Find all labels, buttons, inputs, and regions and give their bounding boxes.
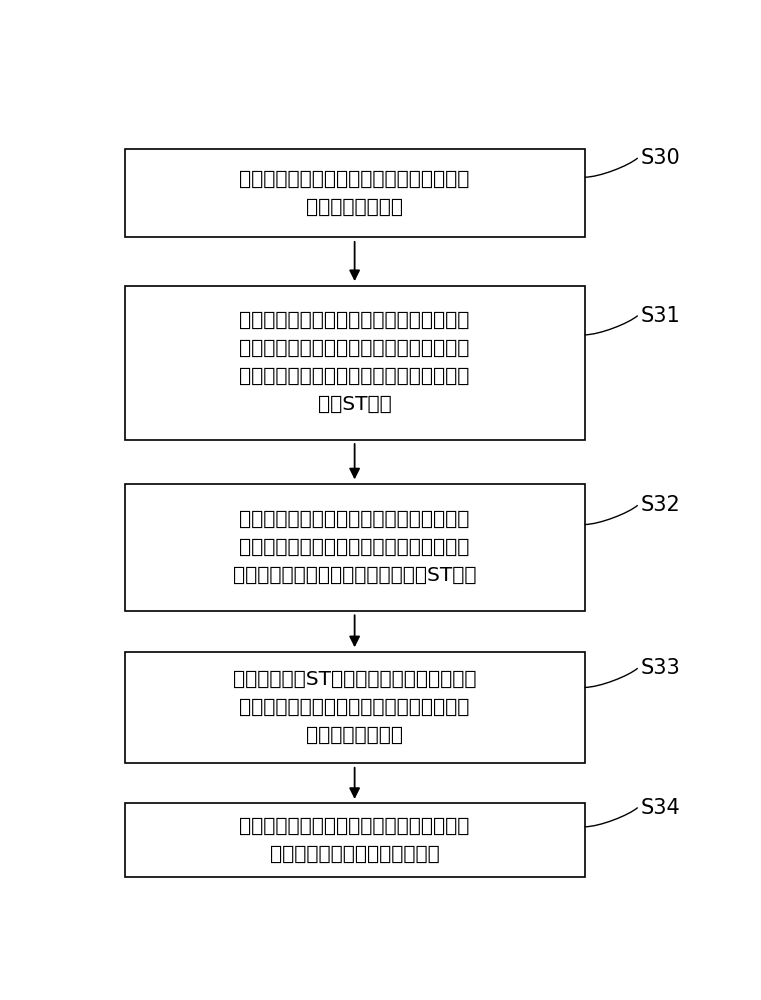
Text: S32: S32 xyxy=(641,495,680,515)
Text: 根据高精度地图和感知信息计算参考线上各
障碍物的堵塞系数: 根据高精度地图和感知信息计算参考线上各 障碍物的堵塞系数 xyxy=(240,170,470,217)
FancyBboxPatch shape xyxy=(125,652,584,763)
Text: S33: S33 xyxy=(641,658,680,678)
Text: 根据障碍物占据空间和自车的可通行空间的
区域面积计算确定第二语义选项: 根据障碍物占据空间和自车的可通行空间的 区域面积计算确定第二语义选项 xyxy=(240,816,470,863)
FancyBboxPatch shape xyxy=(125,803,584,877)
Text: S30: S30 xyxy=(641,148,680,168)
Text: 根据高精度地图和感知信息确定参考线上的
所有可能与参考线存在冲突的障碍物，并将
确定的障碍物按照预设规则投影在参考线对
应的ST图上: 根据高精度地图和感知信息确定参考线上的 所有可能与参考线存在冲突的障碍物，并将 … xyxy=(240,311,470,414)
Text: 根据感知信息和高精度信息确定自车按照期
望速度行驶在规划时间内可以占据的空间区
域，并将该空间区域投影在参考线的ST图上: 根据感知信息和高精度信息确定自车按照期 望速度行驶在规划时间内可以占据的空间区 … xyxy=(233,510,476,585)
Text: S34: S34 xyxy=(641,798,680,818)
FancyBboxPatch shape xyxy=(125,149,584,237)
Text: 根据参考线的ST图和各障碍物的堵塞系数，
计算参考线的障碍物占据空间和自车的可通
行空间的区域面积: 根据参考线的ST图和各障碍物的堵塞系数， 计算参考线的障碍物占据空间和自车的可通… xyxy=(233,670,476,745)
Text: S31: S31 xyxy=(641,306,680,326)
FancyBboxPatch shape xyxy=(125,286,584,440)
FancyBboxPatch shape xyxy=(125,484,584,611)
